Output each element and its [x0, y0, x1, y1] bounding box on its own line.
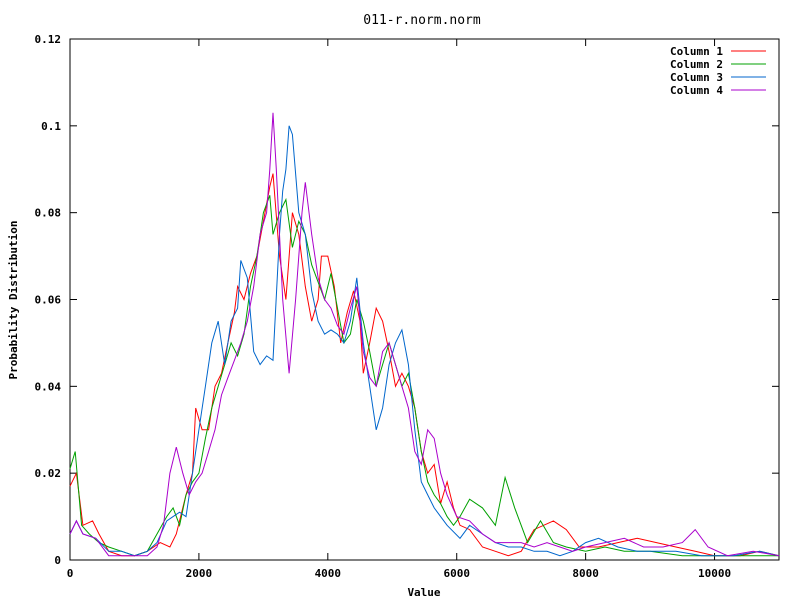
series-line-column-4	[69, 112, 780, 557]
legend-label: Column 4	[670, 84, 723, 97]
plot-border	[69, 38, 780, 561]
x-tick-label: 4000	[315, 567, 342, 580]
series-line-column-2	[69, 195, 779, 557]
x-axis-label: Value	[407, 586, 440, 599]
y-tick-label: 0.06	[35, 294, 62, 307]
y-tick-label: 0.04	[35, 380, 62, 393]
legend-label: Column 1	[670, 45, 723, 58]
x-tick-label: 2000	[186, 567, 213, 580]
y-tick-label: 0	[54, 554, 61, 567]
series-line-column-3	[69, 125, 780, 557]
x-axis-ticks: 0 2000 4000 6000 8000 10000	[67, 39, 731, 580]
y-tick-label: 0.08	[35, 207, 62, 220]
y-tick-label: 0.12	[35, 33, 62, 46]
chart-title: 011-r.norm.norm	[363, 13, 481, 28]
y-tick-label: 0.1	[41, 120, 61, 133]
x-tick-label: 6000	[443, 567, 470, 580]
series-line-column-1	[69, 173, 780, 557]
series-layer	[69, 112, 780, 557]
x-tick-label: 0	[67, 567, 74, 580]
y-tick-label: 0.02	[35, 467, 62, 480]
legend-label: Column 3	[670, 71, 723, 84]
y-axis-ticks: 0 0.02 0.04 0.06 0.08 0.1 0.12	[35, 33, 779, 567]
legend-label: Column 2	[670, 58, 723, 71]
x-tick-label: 10000	[698, 567, 731, 580]
x-tick-label: 8000	[572, 567, 599, 580]
plot-frame	[69, 38, 780, 561]
y-axis-label: Probability Distribution	[7, 221, 20, 380]
